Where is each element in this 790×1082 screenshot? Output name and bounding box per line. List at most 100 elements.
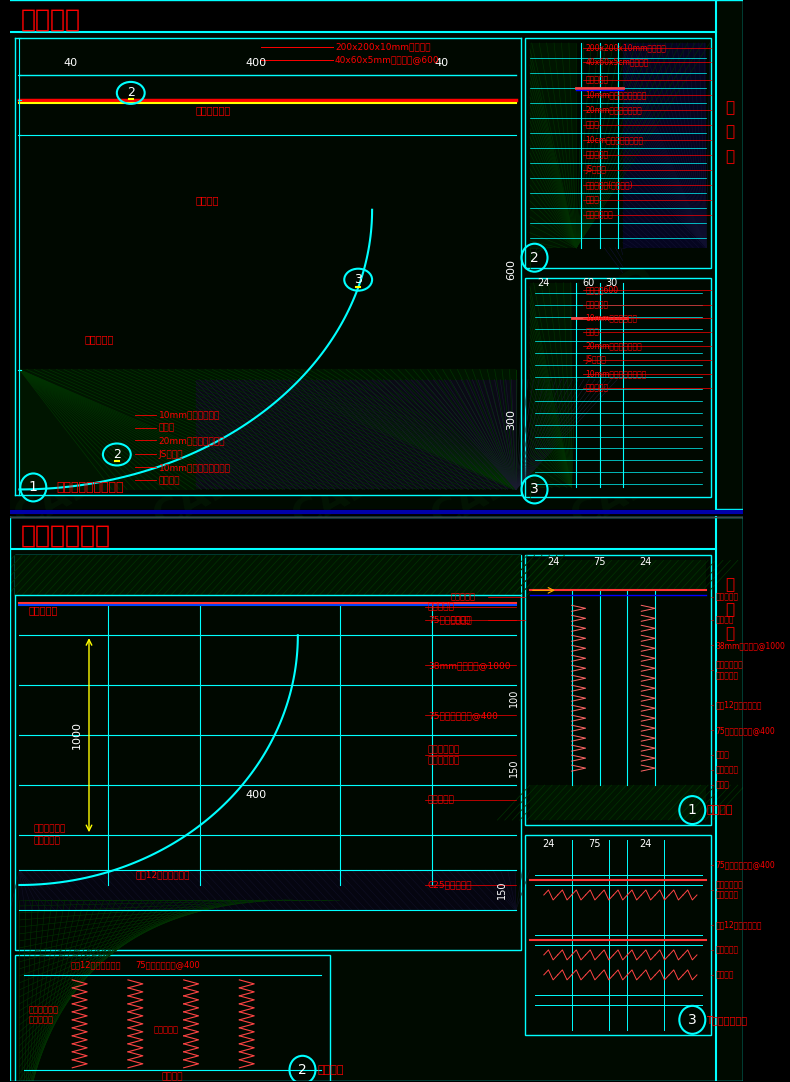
Text: 装修完成后面: 装修完成后面 (585, 210, 613, 220)
Text: 成品腻子三道
乳胶漆三道: 成品腻子三道 乳胶漆三道 (716, 881, 743, 900)
Text: 钢丝网: 钢丝网 (159, 423, 175, 432)
Bar (20, 870, 516, 910)
Text: 20mm厚水泥砂浆平层: 20mm厚水泥砂浆平层 (585, 105, 642, 115)
Text: 石材湿贴: 石材湿贴 (159, 476, 180, 485)
Text: 龙骨完成板: 龙骨完成板 (716, 766, 739, 775)
Text: 贴砖方格600: 贴砖方格600 (585, 286, 619, 294)
Text: 防钢外漆喷: 防钢外漆喷 (85, 334, 114, 344)
Text: CAD: CAD (425, 61, 523, 140)
Text: CAD: CAD (8, 261, 105, 339)
Text: 24: 24 (640, 839, 652, 849)
Text: 10mm厚水泥砂浆粘结层: 10mm厚水泥砂浆粘结层 (585, 91, 647, 100)
Text: 60: 60 (582, 278, 595, 288)
Text: 300: 300 (506, 409, 517, 430)
Text: 总地面: 总地面 (716, 780, 729, 790)
Text: 75系列天地龙骨: 75系列天地龙骨 (428, 616, 472, 624)
Text: CAD: CAD (8, 660, 105, 738)
Text: 万能胶镶砖: 万能胶镶砖 (585, 383, 609, 392)
Text: 30: 30 (605, 278, 618, 288)
Text: 1: 1 (688, 803, 697, 817)
Text: 自攻螺丝: 自攻螺丝 (162, 1072, 183, 1082)
Text: 75系列隔墙龙骨@400: 75系列隔墙龙骨@400 (716, 726, 775, 735)
Text: CAD: CAD (425, 660, 523, 738)
Text: 软填塞: 软填塞 (585, 195, 600, 204)
Bar (15, 555, 521, 595)
Text: 75系列隔墙龙骨@400: 75系列隔墙龙骨@400 (135, 961, 200, 969)
Text: 自攻螺丝: 自攻螺丝 (716, 616, 734, 624)
Text: 横剖节点: 横剖节点 (318, 1065, 344, 1074)
Text: CAD: CAD (147, 261, 245, 339)
Bar (10, 517, 716, 550)
Polygon shape (20, 885, 298, 900)
Text: CAD: CAD (147, 61, 245, 140)
Text: 双层12厚纸面石膏板: 双层12厚纸面石膏板 (716, 701, 762, 710)
Text: 中填隔音棉: 中填隔音棉 (585, 150, 609, 159)
Text: 2: 2 (298, 1063, 307, 1077)
Text: 3: 3 (354, 273, 362, 286)
Text: 玻璃鳞状层: 玻璃鳞状层 (585, 76, 609, 84)
Text: 自攻螺丝: 自攻螺丝 (716, 971, 734, 979)
Text: 24: 24 (547, 557, 559, 567)
Text: 1: 1 (29, 480, 38, 494)
Text: 150: 150 (509, 758, 519, 777)
Text: 浮扫基层地板
按规划粘接骨: 浮扫基层地板 按规划粘接骨 (428, 745, 460, 765)
Text: 中填隔音棉: 中填隔音棉 (428, 795, 455, 805)
Text: 双层12厚纸面石膏板: 双层12厚纸面石膏板 (716, 921, 762, 929)
Text: 40x60x5mm镀锌方钢@600: 40x60x5mm镀锌方钢@600 (335, 55, 439, 65)
Text: CAD: CAD (565, 860, 662, 938)
Text: JS防水层: JS防水层 (159, 450, 183, 459)
Text: 10mm厚玻璃纤维板: 10mm厚玻璃纤维板 (585, 313, 638, 322)
Text: 3: 3 (688, 1013, 697, 1027)
Text: CAD: CAD (425, 261, 523, 339)
Text: JS防水层: JS防水层 (585, 355, 607, 364)
Bar (196, 380, 516, 489)
Text: 40: 40 (63, 58, 77, 68)
Bar (530, 560, 706, 591)
Text: 隔断线: 隔断线 (716, 751, 729, 760)
Bar (15, 555, 521, 950)
Text: 3: 3 (530, 483, 539, 497)
Bar (530, 282, 572, 488)
Bar (10, 0, 743, 510)
Text: 中填隔音棉: 中填隔音棉 (716, 593, 739, 602)
Text: 10mm厚水泥砂浆结合层: 10mm厚水泥砂浆结合层 (585, 369, 647, 378)
Bar (525, 555, 711, 826)
Text: 75系列隔墙龙骨@400: 75系列隔墙龙骨@400 (716, 860, 775, 870)
Text: 万能胶喷涂(管线安装): 万能胶喷涂(管线安装) (585, 181, 634, 189)
Text: CAD: CAD (565, 261, 662, 339)
Text: 中填隔音棉: 中填隔音棉 (585, 300, 609, 309)
Text: 200x200x10mm镀锌钢板: 200x200x10mm镀锌钢板 (335, 42, 431, 52)
Text: 24: 24 (542, 839, 555, 849)
Text: 钢架隔墙: 钢架隔墙 (21, 8, 81, 32)
Text: 2: 2 (530, 251, 539, 265)
Text: C25现浇混凝土: C25现浇混凝土 (428, 881, 472, 889)
Text: 38mm单心龙骨@1000: 38mm单心龙骨@1000 (428, 661, 510, 670)
Text: 弓形板层: 弓形板层 (451, 616, 471, 624)
Text: 1000: 1000 (72, 722, 81, 749)
Text: 隔
墙
类: 隔 墙 类 (725, 578, 734, 642)
Bar (525, 835, 711, 1034)
Text: 双层12厚纸面石膏板: 双层12厚纸面石膏板 (70, 961, 121, 969)
Text: 钢丝网: 钢丝网 (585, 120, 600, 130)
Text: 75系列隔墙龙骨@400: 75系列隔墙龙骨@400 (428, 711, 498, 720)
Text: 成品腻子三道
乳胶漆三道: 成品腻子三道 乳胶漆三道 (28, 1005, 58, 1025)
Text: 100: 100 (509, 689, 519, 708)
Bar (525, 278, 711, 498)
Text: 双层12厚纸面石膏板: 双层12厚纸面石膏板 (135, 871, 190, 880)
Text: 40: 40 (435, 58, 449, 68)
Text: 24: 24 (538, 278, 550, 288)
Text: CAD: CAD (565, 660, 662, 738)
Text: 成品腻子三道
乳胶漆三道: 成品腻子三道 乳胶漆三道 (716, 660, 743, 679)
Text: 75: 75 (589, 839, 601, 849)
Text: CAD: CAD (147, 660, 245, 738)
Bar (525, 38, 711, 267)
Text: 10mm厚玻璃纤维板: 10mm厚玻璃纤维板 (159, 410, 220, 419)
Bar (15, 38, 521, 496)
Text: 20mm厚水泥砂浆平层: 20mm厚水泥砂浆平层 (585, 341, 642, 351)
Text: 钢架隔墙、石材湿贴: 钢架隔墙、石材湿贴 (57, 480, 124, 494)
Text: CAD: CAD (286, 261, 384, 339)
Bar (10, 0, 716, 32)
Text: 轻钢龙骨隔墙: 轻钢龙骨隔墙 (21, 524, 111, 547)
Text: 400: 400 (246, 58, 267, 68)
Text: 成品腻子三道
乳胶漆三道: 成品腻子三道 乳胶漆三道 (33, 824, 66, 846)
